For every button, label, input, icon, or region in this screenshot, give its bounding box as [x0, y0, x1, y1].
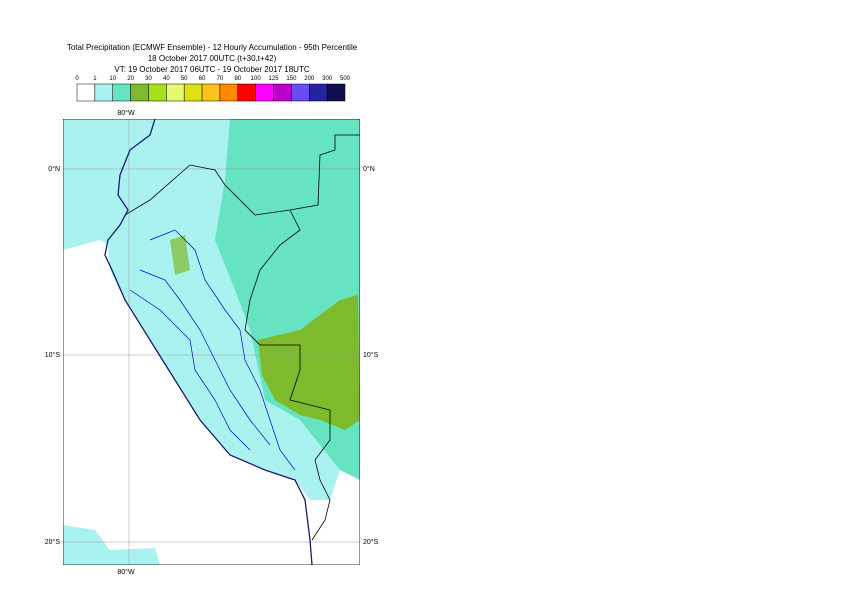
precip-area — [300, 119, 360, 290]
lat-label: 20°S — [45, 538, 61, 546]
legend-label: 30 — [145, 76, 152, 82]
legend-label: 80 — [234, 76, 241, 82]
legend-swatch — [309, 83, 328, 102]
legend-swatch — [148, 83, 167, 102]
precip-area — [258, 295, 360, 430]
title-line: VT: 19 October 2017 06UTC - 19 October 2… — [114, 65, 309, 74]
precip-area — [170, 235, 190, 275]
legend-swatch — [166, 83, 185, 102]
legend-swatch — [112, 83, 131, 102]
lat-label: 10°S — [45, 351, 61, 359]
precip-area — [63, 525, 160, 565]
map — [63, 119, 360, 565]
legend-label: 500 — [340, 76, 351, 82]
border — [124, 134, 360, 216]
province-border — [129, 229, 296, 471]
legend-swatch — [130, 83, 149, 102]
title-line: 18 October 2017 00UTC (t+30,t+42) — [148, 54, 277, 63]
legend-swatch — [219, 83, 239, 102]
legend-label: 0 — [75, 76, 79, 82]
legend-label: 200 — [304, 76, 315, 82]
lat-label: 0°N — [363, 165, 375, 173]
legend-label: 150 — [286, 76, 297, 82]
lon-label: 80°W — [117, 109, 135, 117]
legend-label: 125 — [269, 76, 280, 82]
border — [244, 209, 331, 541]
legend-swatch — [94, 83, 113, 102]
legend-swatch — [183, 83, 203, 102]
legend-label: 70 — [217, 76, 224, 82]
lat-label: 0°N — [48, 165, 60, 173]
legend-label: 20 — [127, 76, 134, 82]
legend-swatch — [291, 83, 310, 102]
legend-label: 300 — [322, 76, 333, 82]
coastline — [104, 119, 313, 565]
legend: 0 1 10 20 30 40 50 60 70 80 100 125 150 200 300 500 — [75, 76, 351, 102]
title-line: Total Precipitation (ECMWF Ensemble) - 1… — [67, 43, 358, 52]
legend-swatch — [76, 83, 96, 102]
legend-swatch — [237, 83, 256, 102]
legend-label: 50 — [181, 76, 188, 82]
lat-label: 20°S — [363, 538, 379, 546]
legend-swatch — [273, 83, 292, 102]
legend-swatch — [255, 83, 274, 102]
legend-label: 40 — [163, 76, 170, 82]
lon-label: 80°W — [117, 568, 135, 576]
legend-label: 1 — [93, 76, 97, 82]
legend-swatch — [326, 83, 346, 102]
legend-label: 100 — [251, 76, 262, 82]
legend-swatch — [201, 83, 221, 102]
lat-label: 10°S — [363, 351, 379, 359]
legend-label: 60 — [199, 76, 206, 82]
legend-label: 10 — [109, 76, 116, 82]
